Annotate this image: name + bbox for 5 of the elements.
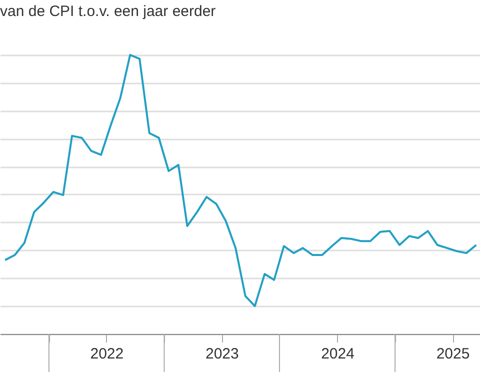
x-tick-label: 2024 <box>321 346 354 362</box>
x-tick-label: 2023 <box>205 346 239 362</box>
x-tick-label: 2025 <box>436 346 470 362</box>
chart-title: van de CPI t.o.v. een jaar eerder <box>0 3 216 20</box>
x-tick-label: 2022 <box>90 346 124 362</box>
